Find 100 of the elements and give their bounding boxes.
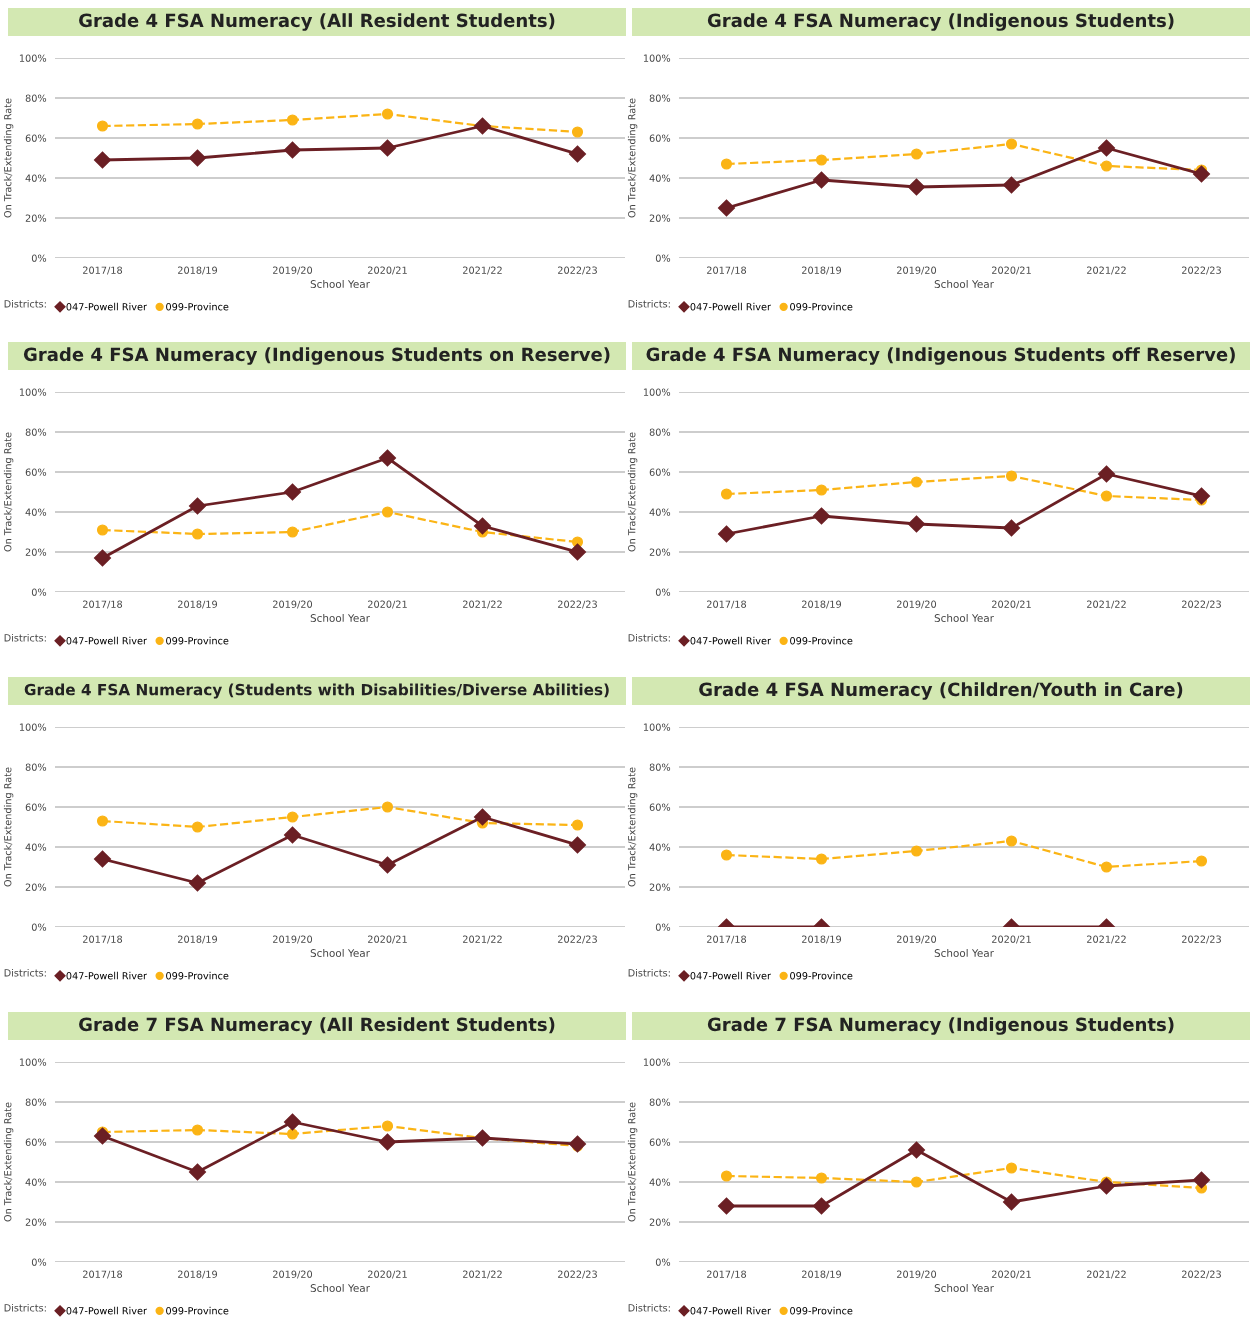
point [286, 526, 299, 538]
point [907, 515, 926, 533]
point [93, 1127, 112, 1145]
point [93, 549, 112, 567]
x-tick-label: 2021/22 [463, 266, 502, 275]
y-tick-label: 100% [643, 723, 671, 731]
y-axis-title: On Track/Extending Rate [627, 767, 638, 887]
x-tick-label: 2022/23 [558, 266, 597, 275]
y-tick-label: 80% [649, 1098, 671, 1106]
x-tick-label: 2019/20 [897, 1270, 937, 1279]
y-axis-title: On Track/Extending Rate [627, 432, 638, 552]
x-tick-label: 2017/18 [707, 935, 747, 944]
x-tick-label: 2020/21 [992, 266, 1031, 275]
x-tick-label: 2022/23 [558, 935, 597, 944]
point [568, 1135, 587, 1153]
y-tick-label: 0% [31, 254, 47, 262]
legend-label: 099-Province [790, 636, 853, 645]
point [96, 524, 109, 536]
x-tick-label: 2022/23 [558, 1270, 597, 1279]
point [568, 543, 587, 561]
y-tick-label: 100% [19, 1058, 47, 1066]
x-axis-title: School Year [934, 279, 994, 288]
y-tick-label: 0% [31, 923, 47, 931]
legend-label: 099-Province [166, 1306, 229, 1315]
legend-label: 099-Province [790, 1306, 853, 1315]
point [283, 483, 302, 501]
point [812, 507, 831, 525]
point [1097, 139, 1116, 157]
point [568, 145, 587, 163]
point [571, 819, 584, 831]
point [1005, 138, 1018, 150]
legend-label: 047-Powell River [66, 302, 147, 311]
point [191, 118, 204, 130]
point [815, 484, 828, 496]
y-tick-label: 60% [649, 134, 671, 142]
y-tick-label: 80% [25, 94, 47, 102]
x-tick-label: 2019/20 [273, 1270, 313, 1279]
y-tick-label: 60% [649, 468, 671, 476]
x-tick-label: 2021/22 [463, 1270, 502, 1279]
x-tick-label: 2017/18 [707, 266, 747, 275]
legend-title: Districts: [628, 300, 670, 308]
point [286, 1128, 299, 1140]
y-tick-label: 80% [649, 763, 671, 771]
y-tick-label: 0% [31, 588, 47, 596]
x-axis-title: School Year [934, 1283, 994, 1292]
point [93, 151, 112, 169]
legend-title: Districts: [628, 1304, 670, 1312]
x-tick-label: 2022/23 [1182, 266, 1221, 275]
point [381, 1120, 394, 1132]
y-tick-label: 0% [655, 923, 671, 931]
point [283, 826, 302, 844]
y-tick-label: 40% [25, 174, 47, 182]
legend-label: 099-Province [790, 302, 853, 311]
x-tick-label: 2019/20 [273, 935, 313, 944]
point [720, 158, 733, 170]
x-tick-label: 2017/18 [707, 600, 747, 609]
point [378, 449, 397, 467]
point [381, 801, 394, 813]
y-tick-label: 20% [649, 214, 671, 222]
y-axis-title: On Track/Extending Rate [3, 1102, 14, 1222]
point [378, 1133, 397, 1151]
y-tick-label: 100% [19, 54, 47, 62]
y-tick-label: 60% [649, 1138, 671, 1146]
point [188, 1163, 207, 1181]
point [381, 506, 394, 518]
y-tick-label: 80% [25, 763, 47, 771]
x-tick-label: 2019/20 [897, 935, 937, 944]
point [717, 199, 736, 217]
y-axis-title: On Track/Extending Rate [3, 98, 14, 218]
legend-title: Districts: [4, 634, 46, 642]
y-tick-label: 40% [25, 1178, 47, 1186]
y-tick-label: 60% [25, 468, 47, 476]
point [910, 148, 923, 160]
legend-label: 047-Powell River [690, 1306, 771, 1315]
x-tick-label: 2019/20 [897, 600, 937, 609]
chart-title: Grade 4 FSA Numeracy (Children/Youth in Care) [699, 682, 1183, 700]
y-tick-label: 100% [19, 723, 47, 731]
point [1002, 519, 1021, 537]
point [907, 178, 926, 196]
x-tick-label: 2018/19 [178, 1270, 218, 1279]
y-tick-label: 0% [655, 1258, 671, 1266]
point [286, 811, 299, 823]
legend-title: Districts: [628, 969, 670, 977]
chart-title: Grade 7 FSA Numeracy (Indigenous Students) [707, 1017, 1174, 1035]
x-axis-title: School Year [310, 1283, 370, 1292]
point [378, 856, 397, 874]
legend-label: 047-Powell River [690, 636, 771, 645]
y-tick-label: 40% [649, 843, 671, 851]
y-tick-label: 100% [643, 54, 671, 62]
point [815, 1172, 828, 1184]
point [717, 525, 736, 543]
x-tick-label: 2020/21 [992, 600, 1031, 609]
point [191, 821, 204, 833]
y-tick-label: 60% [25, 134, 47, 142]
x-tick-label: 2019/20 [897, 266, 937, 275]
y-tick-label: 80% [649, 428, 671, 436]
point [188, 149, 207, 167]
point [283, 141, 302, 159]
y-axis-title: On Track/Extending Rate [3, 432, 14, 552]
x-axis-title: School Year [934, 613, 994, 622]
